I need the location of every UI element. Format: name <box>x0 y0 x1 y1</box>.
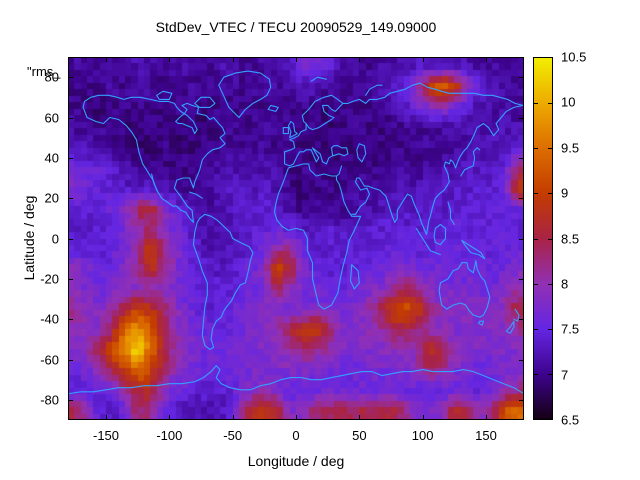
coastline-layer <box>68 70 524 395</box>
coastline-path <box>284 147 349 167</box>
coastline-path <box>151 173 159 193</box>
coastline-path <box>461 239 486 260</box>
colorbar-tick-mark <box>548 148 552 149</box>
coastline-path <box>505 320 515 334</box>
map-overlay <box>68 57 524 420</box>
coastline-path <box>335 165 343 177</box>
coastline-path <box>365 84 383 96</box>
x-tick-label: 0 <box>292 428 300 443</box>
x-tick-label: 50 <box>352 428 367 443</box>
coastline-path <box>287 120 298 139</box>
coastline-path <box>460 147 481 177</box>
x-axis-title: Longitude / deg <box>247 453 345 469</box>
coastline-path <box>477 320 485 326</box>
coastline-path <box>330 145 349 157</box>
x-tick-label: -150 <box>92 428 120 443</box>
colorbar-tick-label: 7.5 <box>561 321 580 337</box>
colorbar-tick-label: 9.5 <box>561 140 580 156</box>
y-tick-label: -40 <box>40 311 59 327</box>
coastline-path <box>356 143 367 163</box>
coastline-path <box>349 264 360 290</box>
colorbar-tick-mark <box>548 193 552 194</box>
colorbar-tick-mark <box>534 193 538 194</box>
y-tick-label: -80 <box>40 392 59 408</box>
coastline-path <box>192 213 254 350</box>
x-tick-label: -50 <box>223 428 243 443</box>
y-tick-label: 0 <box>51 231 59 246</box>
coastline-path <box>310 76 327 82</box>
x-tick-label: 150 <box>475 428 497 443</box>
coastline-path <box>447 201 455 225</box>
plot-frame <box>68 57 524 420</box>
y-tick-label: 20 <box>44 190 59 206</box>
colorbar-tick-mark <box>548 239 552 240</box>
colorbar-tick-label: 7 <box>561 367 569 383</box>
colorbar-tick-label: 10.5 <box>561 49 587 65</box>
colorbar-tick-label: 10 <box>561 94 576 110</box>
y-tick-label: -20 <box>40 271 59 287</box>
rms-overlay-label: "rms_ <box>27 64 61 79</box>
colorbar-tick-mark <box>534 103 538 104</box>
coastline-path <box>342 82 524 106</box>
plot-border <box>68 57 524 420</box>
colorbar-tick-mark <box>548 103 552 104</box>
coastline-path <box>282 127 289 135</box>
colorbar-tick-mark <box>548 284 552 285</box>
colorbar-tick-mark <box>534 284 538 285</box>
colorbar-tick-label: 8 <box>561 276 569 292</box>
coastline-path <box>267 104 279 112</box>
coastline-path <box>82 94 226 223</box>
coastline-path <box>156 90 173 100</box>
coastline-path <box>513 308 520 322</box>
colorbar-tick-label: 6.5 <box>561 412 580 428</box>
coastline-path <box>68 365 524 395</box>
y-tick-label: 60 <box>44 110 59 125</box>
y-tick-label: -60 <box>40 352 59 367</box>
coastline-path <box>415 227 441 256</box>
heatmap-canvas <box>68 57 524 420</box>
coastline-path <box>189 191 203 199</box>
coastline-path <box>433 223 447 246</box>
y-axis-title: Latitude / deg <box>21 195 37 281</box>
coastline-path <box>351 104 524 236</box>
coastline-path <box>284 94 344 153</box>
y-tick-label: 40 <box>44 150 59 166</box>
colorbar-tick-mark <box>534 148 538 149</box>
colorbar-tick-mark <box>548 374 552 375</box>
x-tick-label: -100 <box>156 428 183 443</box>
plot-title: StdDev_VTEC / TECU 20090529_149.09000 <box>155 19 437 35</box>
coastline-path <box>438 260 491 318</box>
colorbar-tick-mark <box>534 374 538 375</box>
colorbar <box>533 57 553 420</box>
coastline-path <box>218 70 272 119</box>
y-tick-label: 80 <box>44 69 59 85</box>
colorbar-tick-mark <box>534 329 538 330</box>
coastline-path <box>273 163 362 310</box>
colorbar-tick-mark <box>548 329 552 330</box>
x-tick-label: 100 <box>411 428 434 443</box>
coastline-path <box>194 96 216 108</box>
colorbar-tick-label: 9 <box>561 185 569 201</box>
colorbar-tick-mark <box>534 239 538 240</box>
colorbar-tick-label: 8.5 <box>561 231 580 246</box>
